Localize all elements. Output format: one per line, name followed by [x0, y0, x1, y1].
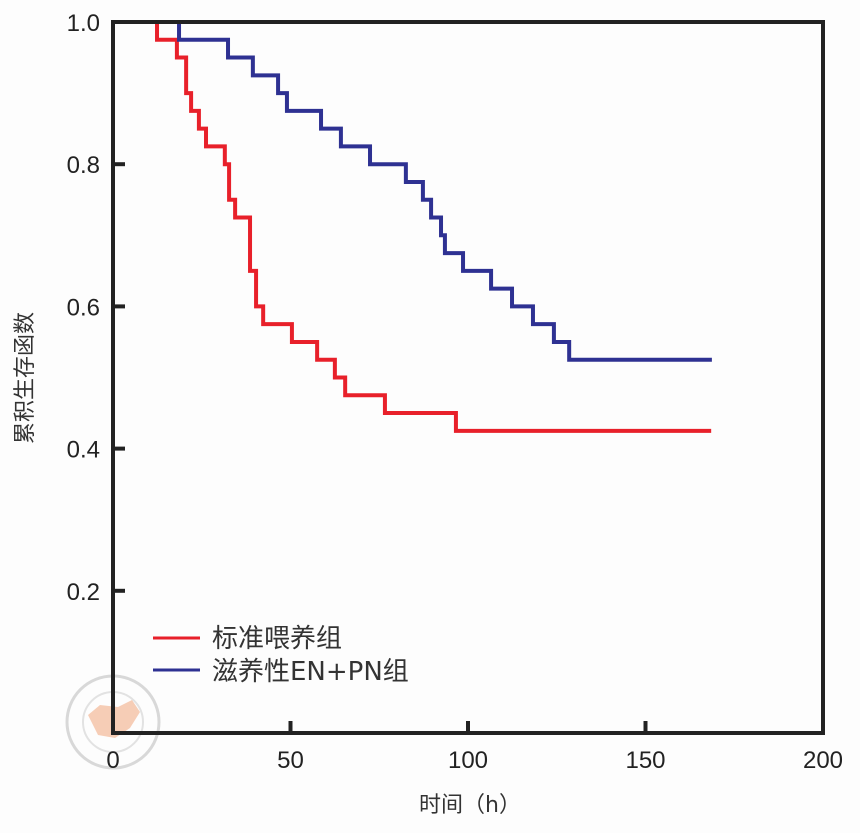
y-tick-label: 0.4 [67, 437, 100, 464]
legend-label-standard: 标准喂养组 [212, 624, 342, 654]
x-tick-label: 0 [106, 747, 119, 774]
x-tick-label: 150 [625, 747, 665, 774]
y-axis-label: 累积生存函数 [13, 312, 38, 444]
y-tick-label: 0.6 [67, 294, 100, 321]
x-tick-label: 100 [448, 747, 488, 774]
series-line-1 [113, 20, 712, 362]
y-tick-label: 0.2 [67, 579, 100, 606]
legend-label-trophic: 滋养性EN+PN组 [212, 657, 409, 687]
x-tick-label: 50 [277, 747, 304, 774]
x-tick-label: 200 [803, 747, 843, 774]
x-axis-label: 时间（h） [419, 793, 521, 818]
y-tick-label: 0.8 [67, 152, 100, 179]
y-tick-label: 1.0 [67, 10, 100, 37]
series-line-0 [113, 20, 712, 433]
